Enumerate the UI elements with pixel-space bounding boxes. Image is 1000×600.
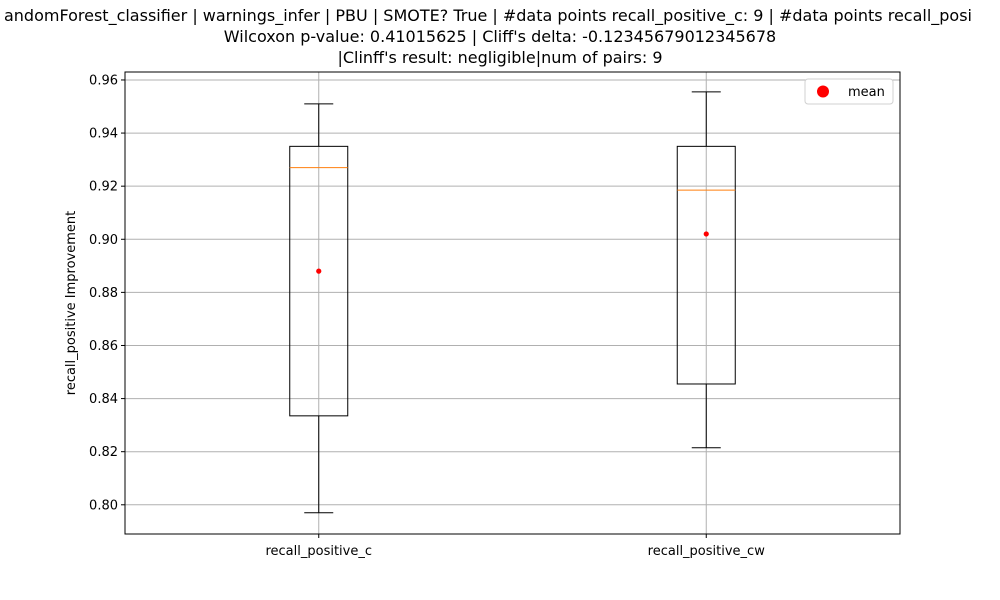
box-group-recall_positive_cw	[676, 91, 736, 449]
x-tick-label: recall_positive_c	[265, 544, 372, 559]
boxes	[289, 91, 736, 514]
y-tick-label: 0.88	[89, 286, 118, 301]
iqr-box	[676, 145, 736, 385]
y-tick-label: 0.80	[89, 498, 118, 513]
y-tick-label: 0.84	[89, 392, 118, 407]
grid	[125, 72, 900, 534]
x-tick-label: recall_positive_cw	[648, 544, 766, 559]
legend-box	[804, 78, 894, 105]
y-tick-label: 0.94	[89, 127, 118, 142]
mean-marker	[703, 231, 709, 237]
y-tick-label: 0.86	[89, 339, 118, 354]
chart-title-line-1: andomForest_classifier | warnings_infer …	[3, 6, 972, 25]
plot-frame	[124, 71, 901, 535]
legend-mean-marker	[817, 85, 829, 98]
mean-marker	[316, 268, 322, 274]
box-group-recall_positive_c	[289, 103, 349, 514]
iqr-box	[289, 145, 349, 417]
y-axis-label: recall_positive Improvement	[64, 211, 79, 395]
chart-title-line-3: |Clinff's result: negligible|num of pair…	[337, 48, 663, 67]
y-tick-label: 0.90	[89, 233, 118, 248]
y-tick-label: 0.82	[89, 445, 118, 460]
legend-mean-label: mean	[848, 85, 885, 100]
chart-title-line-2: Wilcoxon p-value: 0.41015625 | Cliff's d…	[223, 27, 777, 46]
x-axis-ticks: recall_positive_c recall_positive_cw	[265, 534, 765, 559]
y-tick-label: 0.96	[89, 73, 118, 88]
legend: mean	[804, 78, 894, 105]
y-tick-label: 0.92	[89, 180, 118, 195]
y-axis-ticks: 0.80 0.82 0.84 0.86 0.88 0.90 0.92 0.94 0.96	[89, 73, 125, 513]
